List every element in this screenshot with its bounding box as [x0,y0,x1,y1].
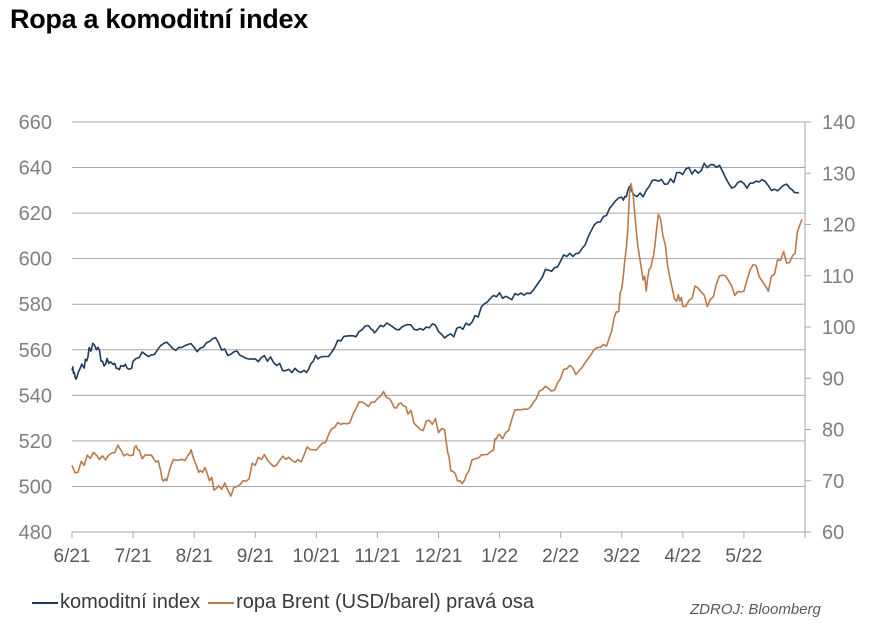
series-line-komoditni-index [71,162,800,380]
y-right-tick-label: 100 [822,317,855,339]
x-tick-label: 1/22 [481,546,518,567]
y-right-tick-label: 130 [822,163,855,185]
y-right-tick-label: 110 [822,266,854,288]
x-tick-label: 12/21 [415,546,463,567]
y-right-tick-label: 70 [822,471,844,493]
legend-item-komoditni-index: komoditní index [32,591,200,614]
legend: komoditní index ropa Brent (USD/barel) p… [32,591,542,614]
y-right-tick-label: 120 [822,215,855,237]
y-left-tick-label: 500 [19,476,52,498]
legend-swatch-komoditni-index [32,601,58,604]
y-left-tick-label: 620 [19,203,52,225]
y-left-tick-label: 660 [19,112,52,134]
series-line-ropa-brent [71,182,803,497]
legend-item-ropa-brent: ropa Brent (USD/barel) pravá osa [208,591,534,614]
y-left-tick-label: 600 [19,249,52,271]
x-axis: 6/21 7/21 8/21 9/21 10/21 11/21 12/21 1/22 2/22 3… [54,532,806,567]
legend-label-ropa-brent: ropa Brent (USD/barel) pravá osa [236,591,534,613]
x-tick-label: 9/21 [237,546,274,567]
legend-label-komoditni-index: komoditní index [60,591,201,613]
y-right-tick-label: 140 [822,112,855,134]
x-tick-label: 6/21 [54,546,91,567]
x-tick-label: 5/22 [725,546,762,567]
source-note: ZDROJ: Bloomberg [690,601,821,618]
x-tick-label: 8/21 [176,546,213,567]
x-tick-label: 7/21 [115,546,152,567]
y-left-tick-label: 480 [19,522,52,544]
y-right-tick-label: 60 [822,522,844,544]
y-right-tick-label: 80 [822,420,844,442]
chart-title: Ropa a komoditní index [10,4,308,34]
y-axis-left: 480 500 520 540 560 580 600 620 640 660 [19,112,52,544]
x-tick-label: 4/22 [664,546,701,567]
x-tick-label: 10/21 [293,546,341,567]
grid-lines [72,121,806,533]
x-tick-label: 2/22 [542,546,579,567]
y-left-tick-label: 640 [19,158,52,180]
y-left-tick-label: 540 [19,385,52,407]
x-tick-label: 11/21 [354,546,400,567]
y-left-tick-label: 560 [19,340,52,362]
x-tick-label: 3/22 [603,546,640,567]
series-lines [71,162,803,497]
y-left-tick-label: 580 [19,294,52,316]
y-axis-right: 60 70 80 90 100 110 120 130 140 [805,112,855,544]
y-right-tick-label: 90 [822,368,844,390]
y-left-tick-label: 520 [19,431,52,453]
legend-swatch-ropa-brent [208,601,235,604]
